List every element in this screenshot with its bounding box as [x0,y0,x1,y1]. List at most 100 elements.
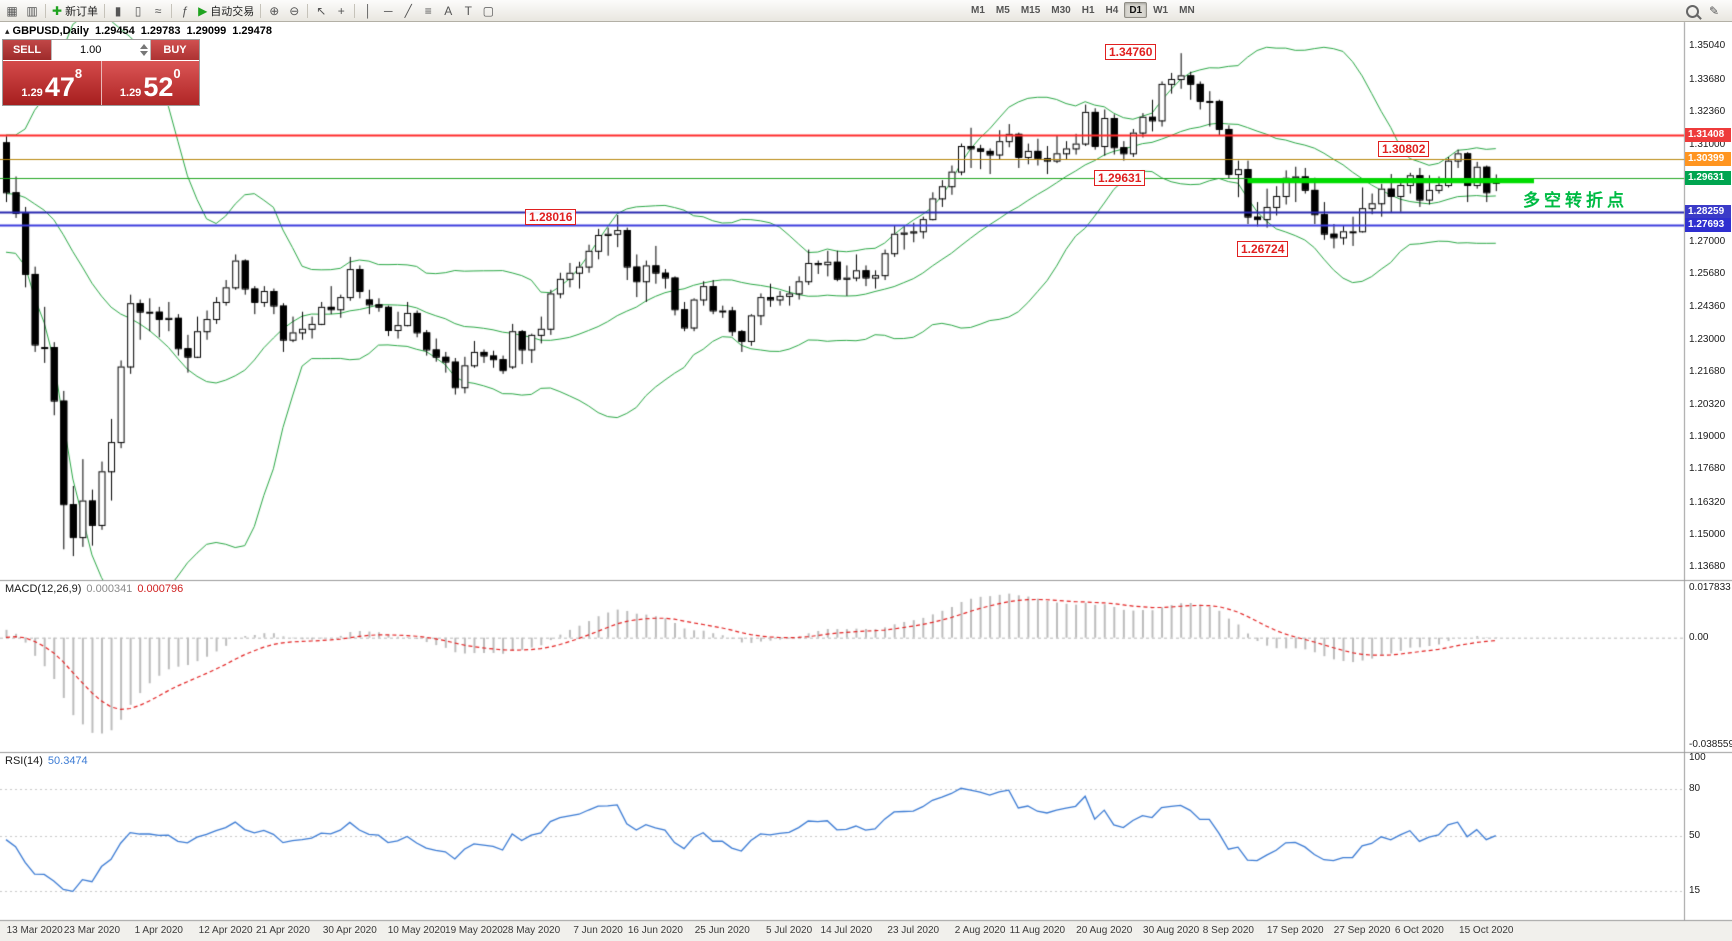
trendline-button[interactable]: ╱ [398,2,418,20]
quick-edit-button[interactable]: ✎ [1704,2,1724,20]
price-label-annotation[interactable]: 1.26724 [1237,241,1289,257]
crosshair-icon: + [337,3,345,18]
price-axis-label: 1.33680 [1689,73,1726,85]
ask-big-digits: 52 [143,72,174,102]
price-axis-label: 1.20320 [1689,399,1726,411]
chart-bars-icon: ▮ [114,3,122,18]
timeframe-h4-button[interactable]: H4 [1101,2,1124,18]
sell-button[interactable]: SELL [3,40,51,60]
new-chart-icon: ▦ [6,3,18,18]
date-axis-label: 21 Apr 2020 [255,925,310,936]
ask-prefix: 1.29 [119,87,142,99]
date-axis-label: 23 Mar 2020 [63,925,121,936]
trade-panel-header: SELL BUY [3,40,199,60]
vertical-line-button[interactable]: │ [358,2,378,20]
price-axis-label: 1.27000 [1689,236,1726,248]
bid-prefix: 1.29 [21,87,43,99]
zoom-in-button[interactable]: ⊕ [264,2,284,20]
price-label-annotation[interactable]: 1.30802 [1378,141,1430,157]
indicators-button[interactable]: ƒ [175,2,195,20]
volume-input[interactable] [52,40,150,60]
new-chart-button[interactable]: ▦ [2,2,22,20]
zoom-in-icon: ⊕ [269,3,280,18]
price-axis-label: 1.25680 [1689,268,1726,280]
price-label-annotation[interactable]: 1.28016 [525,209,577,225]
zoom-out-icon: ⊖ [289,3,300,18]
toolbar-separator [171,3,173,18]
shapes-icon: ▢ [482,3,494,18]
rsi-axis-label: 100 [1689,751,1706,763]
chart-info: ▴ GBPUSD,Daily 1.29454 1.29783 1.29099 1.2947… [5,25,278,37]
text-label-button[interactable]: T [458,2,478,20]
volume-increase-icon[interactable] [140,44,148,49]
date-axis-label: 10 May 2020 [387,925,446,936]
zoom-out-button[interactable]: ⊖ [284,2,304,20]
cursor-button[interactable]: ↖ [311,2,331,20]
profiles-button[interactable]: ▥ [22,2,42,20]
bid-price-button[interactable]: 1.29 47 8 [3,61,102,105]
price-axis-label: 1.15000 [1689,528,1726,540]
fibonacci-button[interactable]: ≡ [418,2,438,20]
text-label-icon: T [464,3,472,18]
price-axis-label: 1.16320 [1689,496,1726,508]
toolbar-separator [354,3,356,18]
price-axis-label: 1.13680 [1689,560,1726,572]
volume-decrease-icon[interactable] [140,51,148,56]
autotrading-icon: ▶ [198,3,208,18]
shapes-button[interactable]: ▢ [478,2,498,20]
buy-button[interactable]: BUY [151,40,199,60]
text-icon: A [444,3,453,18]
chart-candles-button[interactable]: ▯ [128,2,148,20]
date-axis-label: 30 Aug 2020 [1143,925,1200,936]
date-axis-label: 8 Sep 2020 [1202,925,1254,936]
timeframe-m5-button[interactable]: M5 [991,2,1015,18]
horizontal-line-button[interactable]: ─ [378,2,398,20]
price-label-annotation[interactable]: 1.34760 [1105,44,1157,60]
ask-pip-digit: 0 [173,66,181,81]
macd-axis-label: 0.00 [1689,631,1709,643]
timeframe-m15-button[interactable]: M15 [1016,2,1045,18]
trade-panel-prices: 1.29 47 8 1.29 52 0 [3,60,199,105]
timeframe-mn-button[interactable]: MN [1174,2,1200,18]
price-axis-label: 1.23000 [1689,333,1726,345]
text-button[interactable]: A [438,2,458,20]
fibonacci-icon: ≡ [424,3,432,18]
new-order-button-label: 新订单 [65,5,99,18]
timeframe-h1-button[interactable]: H1 [1077,2,1100,18]
date-axis-label: 20 Aug 2020 [1076,925,1133,936]
crosshair-button[interactable]: + [331,2,351,20]
timeframe-w1-button[interactable]: W1 [1148,2,1173,18]
date-axis-label: 27 Sep 2020 [1333,925,1391,936]
price-label-annotation[interactable]: 1.29631 [1094,170,1146,186]
autotrading-button[interactable]: ▶ 自动交易 [195,2,257,20]
date-axis-label: 30 Apr 2020 [322,925,377,936]
timeframe-d1-button[interactable]: D1 [1124,2,1148,18]
chart-bars-button[interactable]: ▮ [108,2,128,20]
panel-collapse-arrow[interactable]: ▴ [5,26,10,36]
trend-annotation-text[interactable]: 多空转折点 [1523,191,1628,210]
search-icon-button[interactable] [1682,2,1702,20]
timeframe-m30-button[interactable]: M30 [1046,2,1075,18]
search-icon [1685,4,1699,18]
date-axis-label: 25 Jun 2020 [694,925,750,936]
profiles-icon: ▥ [26,3,38,18]
new-order-button[interactable]: ✚ 新订单 [49,2,101,20]
main-toolbar: ▦ ▥ ✚ 新订单 ▮ ▯ ≈ ƒ ▶ 自动交易 ⊕ ⊖ ↖ + │ ─ ╱ ≡ A T ▢ M1 M5 M15 M30 H1 H… [0,0,1732,22]
chart-line-button[interactable]: ≈ [148,2,168,20]
price-axis-label: 1.35040 [1689,40,1726,52]
date-axis-label: 14 Jul 2020 [820,925,873,936]
date-axis-label: 17 Sep 2020 [1266,925,1324,936]
chart-candles-icon: ▯ [134,3,142,18]
date-axis-label: 15 Oct 2020 [1459,925,1514,936]
rsi-indicator-label: RSI(14) 50.3474 [5,755,93,767]
rsi-axis-label: 15 [1689,884,1701,896]
timeframe-toolbar: M1 M5 M15 M30 H1 H4 D1 W1 MN [966,2,1200,18]
price-axis-tag: 1.31408 [1685,127,1731,142]
date-axis-label: 12 Apr 2020 [198,925,253,936]
ask-price-button[interactable]: 1.29 52 0 [101,61,199,105]
macd-signal-value: 0.000796 [137,583,184,595]
price-axis-label: 1.32360 [1689,105,1726,117]
timeframe-m1-button[interactable]: M1 [966,2,990,18]
